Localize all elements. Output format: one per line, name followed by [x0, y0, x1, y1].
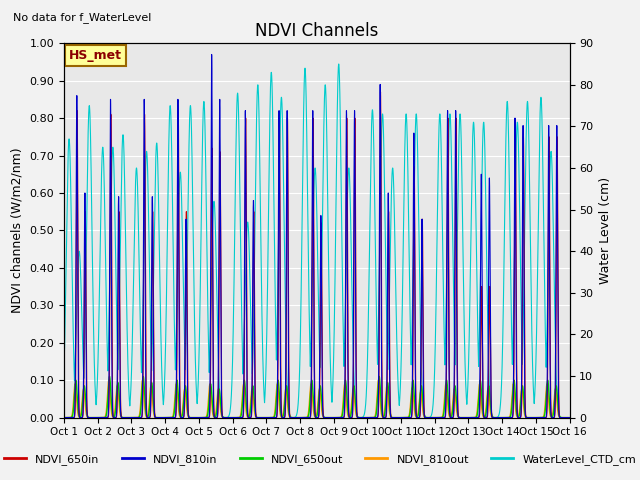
- Y-axis label: Water Level (cm): Water Level (cm): [599, 177, 612, 284]
- Text: HS_met: HS_met: [69, 49, 122, 62]
- Title: NDVI Channels: NDVI Channels: [255, 22, 378, 40]
- Text: No data for f_WaterLevel: No data for f_WaterLevel: [13, 12, 151, 23]
- Legend: NDVI_650in, NDVI_810in, NDVI_650out, NDVI_810out, WaterLevel_CTD_cm: NDVI_650in, NDVI_810in, NDVI_650out, NDV…: [0, 450, 640, 469]
- Y-axis label: NDVI channels (W/m2/nm): NDVI channels (W/m2/nm): [11, 147, 24, 313]
